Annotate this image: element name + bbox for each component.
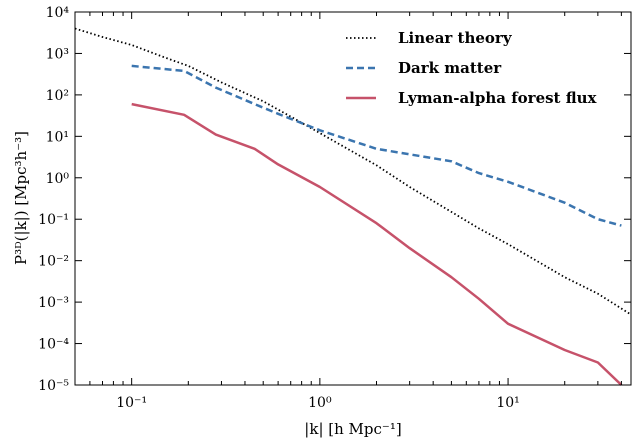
y-tick-label: 10⁰ (46, 171, 70, 187)
y-tick-label: 10⁻⁴ (38, 337, 69, 353)
x-tick-label: 10⁻¹ (116, 395, 147, 411)
series-line-lyman-alpha-forest-flux (131, 102, 623, 386)
series-line-dark-matter (131, 64, 622, 227)
legend: Linear theory Dark matter Lyman-alpha fore… (346, 29, 598, 107)
series-lines-layer (74, 27, 632, 386)
y-tick-label: 10⁻¹ (38, 212, 69, 228)
x-tick-label: 10⁰ (308, 395, 332, 411)
axis-ticks-layer: 10⁻¹ 10⁰ 10¹ 10⁻⁵ 10⁻⁴ 10⁻³ 10⁻² 10⁻¹ 10⁰ 10¹ 10² 1… (38, 5, 631, 411)
y-tick-label: 10⁴ (46, 5, 70, 21)
y-axis-label: P³ᴰ(|k|) [Mpc³h⁻³] (12, 131, 30, 265)
y-tick-label: 10³ (46, 46, 69, 62)
x-tick-label: 10¹ (496, 395, 519, 411)
legend-label: Dark matter (398, 59, 502, 77)
y-tick-label: 10¹ (46, 129, 69, 145)
plot-frame (74, 11, 632, 386)
y-tick-label: 10⁻² (38, 254, 69, 270)
legend-label: Linear theory (398, 29, 513, 47)
y-tick-label: 10⁻⁵ (38, 378, 69, 394)
series-line-linear-theory (74, 27, 632, 316)
y-tick-label: 10² (46, 88, 69, 104)
legend-label: Lyman-alpha forest flux (398, 89, 598, 107)
x-axis-label: |k| [h Mpc⁻¹] (304, 420, 401, 438)
y-tick-label: 10⁻³ (38, 295, 69, 311)
